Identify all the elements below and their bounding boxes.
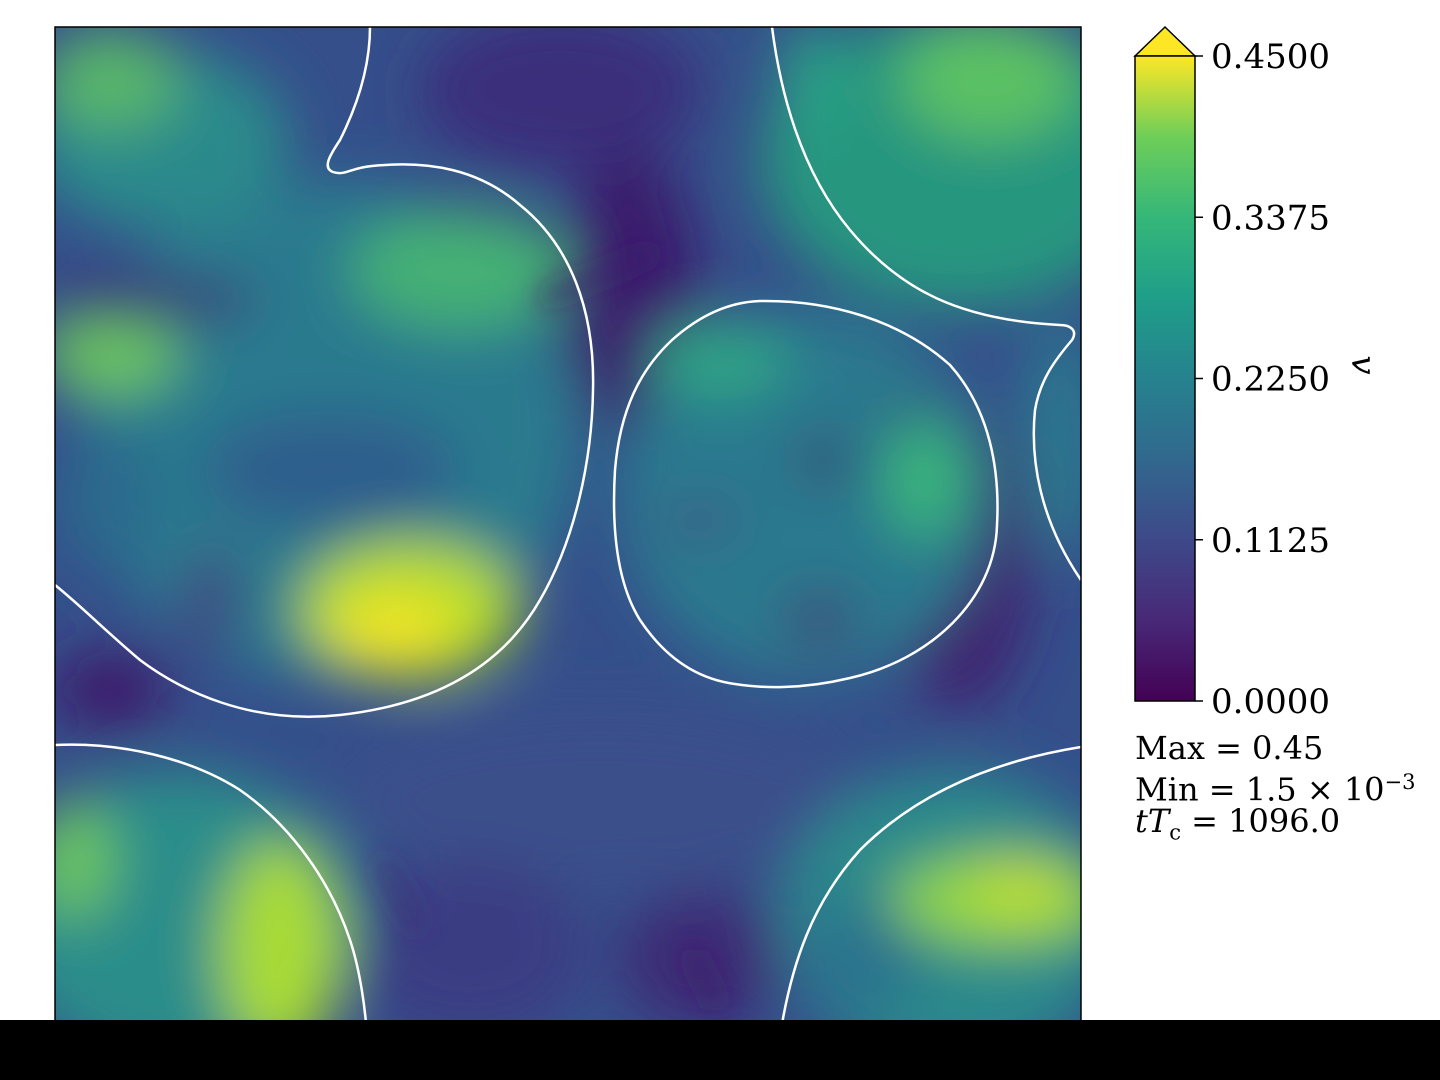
max-prefix: Max =	[1135, 729, 1253, 767]
time-value: = 1096.0	[1180, 802, 1341, 840]
min-prefix: Min =	[1135, 770, 1246, 809]
bubble-contour-top-right	[770, 27, 1081, 581]
heatmap-blobs	[55, 27, 1081, 1050]
min-exponent: −3	[1384, 770, 1416, 794]
min-annotation: Min = 1.5 × 10−3	[1135, 770, 1416, 809]
colorbar-tick-label: 0.3375	[1211, 198, 1330, 238]
time-annotation: tTc = 1096.0	[1135, 802, 1340, 844]
bubble-contour-bottom-right	[776, 745, 1081, 1050]
colorbar-ticks: 0.0000 0.1125 0.2250 0.3375 0.4500	[1195, 37, 1330, 722]
colorbar-gradient	[1134, 55, 1196, 702]
bubble-contour-middle	[612, 299, 999, 689]
bubble-interface-contours	[55, 27, 1081, 1050]
bottom-black-bar	[0, 1020, 1440, 1080]
max-annotation: Max = 0.45	[1135, 729, 1323, 767]
colorbar-tick-label: 0.0000	[1211, 682, 1330, 722]
colorbar: 0.0000 0.1125 0.2250 0.3375 0.4500 v	[1133, 25, 1383, 722]
colorbar-tick-label: 0.2250	[1211, 360, 1330, 400]
time-symbol-t: t	[1135, 802, 1148, 840]
heatmap-streaks	[375, 244, 726, 1013]
time-subscript: c	[1169, 820, 1181, 845]
velocity-field-heatmap	[55, 27, 1081, 1050]
min-value: 1.5 × 10	[1245, 770, 1385, 809]
colorbar-label: v	[1343, 355, 1383, 374]
bubble-contour-left	[55, 27, 595, 718]
colorbar-tick-label: 0.4500	[1211, 37, 1330, 77]
time-symbol-T: T	[1147, 802, 1170, 840]
colorbar-extend-arrow	[1133, 25, 1197, 57]
bubble-contour-bottom-left	[55, 743, 370, 1050]
colorbar-tick-label: 0.1125	[1211, 521, 1330, 561]
max-value: 0.45	[1252, 729, 1324, 767]
